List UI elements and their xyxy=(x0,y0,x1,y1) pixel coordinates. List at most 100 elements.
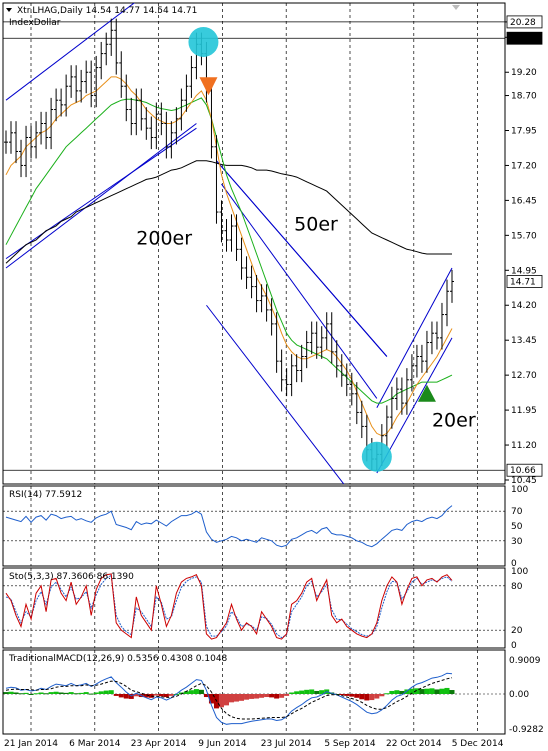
macd-hist-bar xyxy=(198,689,204,694)
macd-hist-bar xyxy=(108,690,114,694)
y-tick-label: 12.70 xyxy=(511,371,537,381)
macd-hist-bar xyxy=(193,689,199,694)
macd-panel xyxy=(2,649,506,735)
macd-hist-bar xyxy=(414,688,420,694)
x-tick-label: 23 Jul 2014 xyxy=(261,739,312,749)
macd-hist-bar xyxy=(439,688,445,694)
macd-hist-bar xyxy=(354,694,360,698)
macd-hist-bar xyxy=(3,692,9,694)
macd-hist-bar xyxy=(339,694,345,695)
macd-hist-bar xyxy=(223,694,229,706)
macd-hist-bar xyxy=(218,694,224,708)
ma50-line xyxy=(5,97,453,404)
bottom-circle-marker xyxy=(361,441,392,472)
macd-hist-bar xyxy=(53,691,59,694)
macd-hist-bar xyxy=(244,694,250,700)
macd-hist-bar xyxy=(88,693,94,695)
ma-annotation: 200er xyxy=(136,228,192,250)
macd-hist-bar xyxy=(188,690,194,694)
stoch-panel xyxy=(2,567,506,649)
macd-hist-bar xyxy=(274,694,280,699)
macd-tick-label: 0.00 xyxy=(509,690,529,700)
macd-hist-bar xyxy=(118,694,124,698)
y-tick-label: 15.70 xyxy=(511,231,537,241)
macd-hist-bar xyxy=(113,694,119,696)
macd-hist-bar xyxy=(43,693,49,695)
rsi-tick-label: 30 xyxy=(511,537,523,547)
macd-tick-label: -0.9282 xyxy=(509,725,544,735)
dropdown-triangle-icon[interactable] xyxy=(6,8,12,12)
top-circle-marker xyxy=(188,26,219,57)
price-tag-label: 20.28 xyxy=(510,18,536,28)
macd-tick-label: 0.9009 xyxy=(509,656,541,666)
macd-hist-bar xyxy=(374,694,380,699)
main-panel xyxy=(2,2,506,485)
macd-hist-bar xyxy=(264,694,270,698)
macd-hist-bar xyxy=(203,694,209,698)
macd-hist-bar xyxy=(83,692,89,694)
y-tick-label: 11.95 xyxy=(511,406,537,416)
macd-hist-bar xyxy=(384,693,390,695)
x-tick-label: 21 Jan 2014 xyxy=(4,739,58,749)
channel-line-early xyxy=(5,123,197,269)
macd-hist-bar xyxy=(409,688,415,694)
macd-hist-bar xyxy=(399,690,405,694)
macd-hist-bar xyxy=(234,694,240,702)
macd-hist-bar xyxy=(133,694,139,697)
macd-hist-bar xyxy=(269,694,275,698)
price-tag xyxy=(506,463,543,477)
rsi-tick-label: 50 xyxy=(511,522,523,532)
ma-annotation: 20er xyxy=(432,409,476,431)
macd-hist-bar xyxy=(178,692,184,694)
stoch-tick-label: 20 xyxy=(511,626,523,636)
price-tag-label: 19.93 xyxy=(510,34,536,44)
x-tick-label: 6 Mar 2014 xyxy=(69,739,121,749)
macd-hist-bar xyxy=(208,694,214,704)
macd-hist-bar xyxy=(314,690,320,694)
macd-hist-bar xyxy=(153,694,159,696)
stoch-tick-label: 100 xyxy=(511,567,528,577)
macd-hist-bar xyxy=(168,694,174,696)
rsi-label: RSI(14) 77.5912 xyxy=(9,490,82,500)
macd-hist-bar xyxy=(429,688,435,694)
macd-hist-bar xyxy=(78,692,84,694)
indicator-label: IndexDollar xyxy=(9,18,61,28)
macd-hist-bar xyxy=(389,690,395,694)
scroll-arrow-icon[interactable] xyxy=(452,5,460,10)
macd-signal-line xyxy=(5,677,453,720)
x-tick-label: 5 Dec 2014 xyxy=(452,739,504,749)
macd-hist-bar xyxy=(394,690,400,694)
macd-hist-bar xyxy=(419,689,425,694)
price-tag xyxy=(506,31,543,45)
rsi-tick-label: 100 xyxy=(511,485,528,495)
symbol-header: Xtr.LHAG,Daily 14.54 14.77 14.54 14.71 xyxy=(17,6,197,16)
macd-hist-bar xyxy=(364,694,370,701)
channel-line-early xyxy=(5,3,135,101)
macd-hist-bar xyxy=(183,691,189,694)
y-tick-label: 10.45 xyxy=(511,476,537,486)
macd-hist-bar xyxy=(424,688,430,694)
macd-hist-bar xyxy=(148,694,154,698)
macd-hist-bar xyxy=(18,693,24,695)
macd-hist-bar xyxy=(359,694,365,700)
price-tag-label: 10.66 xyxy=(510,466,536,476)
macd-hist-bar xyxy=(379,694,385,697)
rsi-tick-label: 0 xyxy=(511,559,517,569)
y-tick-label: 17.20 xyxy=(511,161,537,171)
macd-hist-bar xyxy=(249,694,255,699)
y-tick-label: 19.20 xyxy=(511,68,537,78)
macd-hist-bar xyxy=(163,694,169,698)
macd-hist-bar xyxy=(299,690,305,694)
y-tick-label: 17.95 xyxy=(511,126,537,136)
macd-line xyxy=(5,672,453,725)
macd-hist-bar xyxy=(98,691,104,694)
macd-hist-bar xyxy=(279,694,285,698)
macd-hist-bar xyxy=(58,692,64,694)
macd-hist-bar xyxy=(449,690,455,694)
stoch-label: Sto(5,3,3) 87.3606 86.1390 xyxy=(9,572,134,582)
y-tick-label: 14.20 xyxy=(511,301,537,311)
macd-hist-bar xyxy=(33,693,39,695)
price-tag xyxy=(506,15,543,29)
macd-hist-bar xyxy=(63,692,69,694)
